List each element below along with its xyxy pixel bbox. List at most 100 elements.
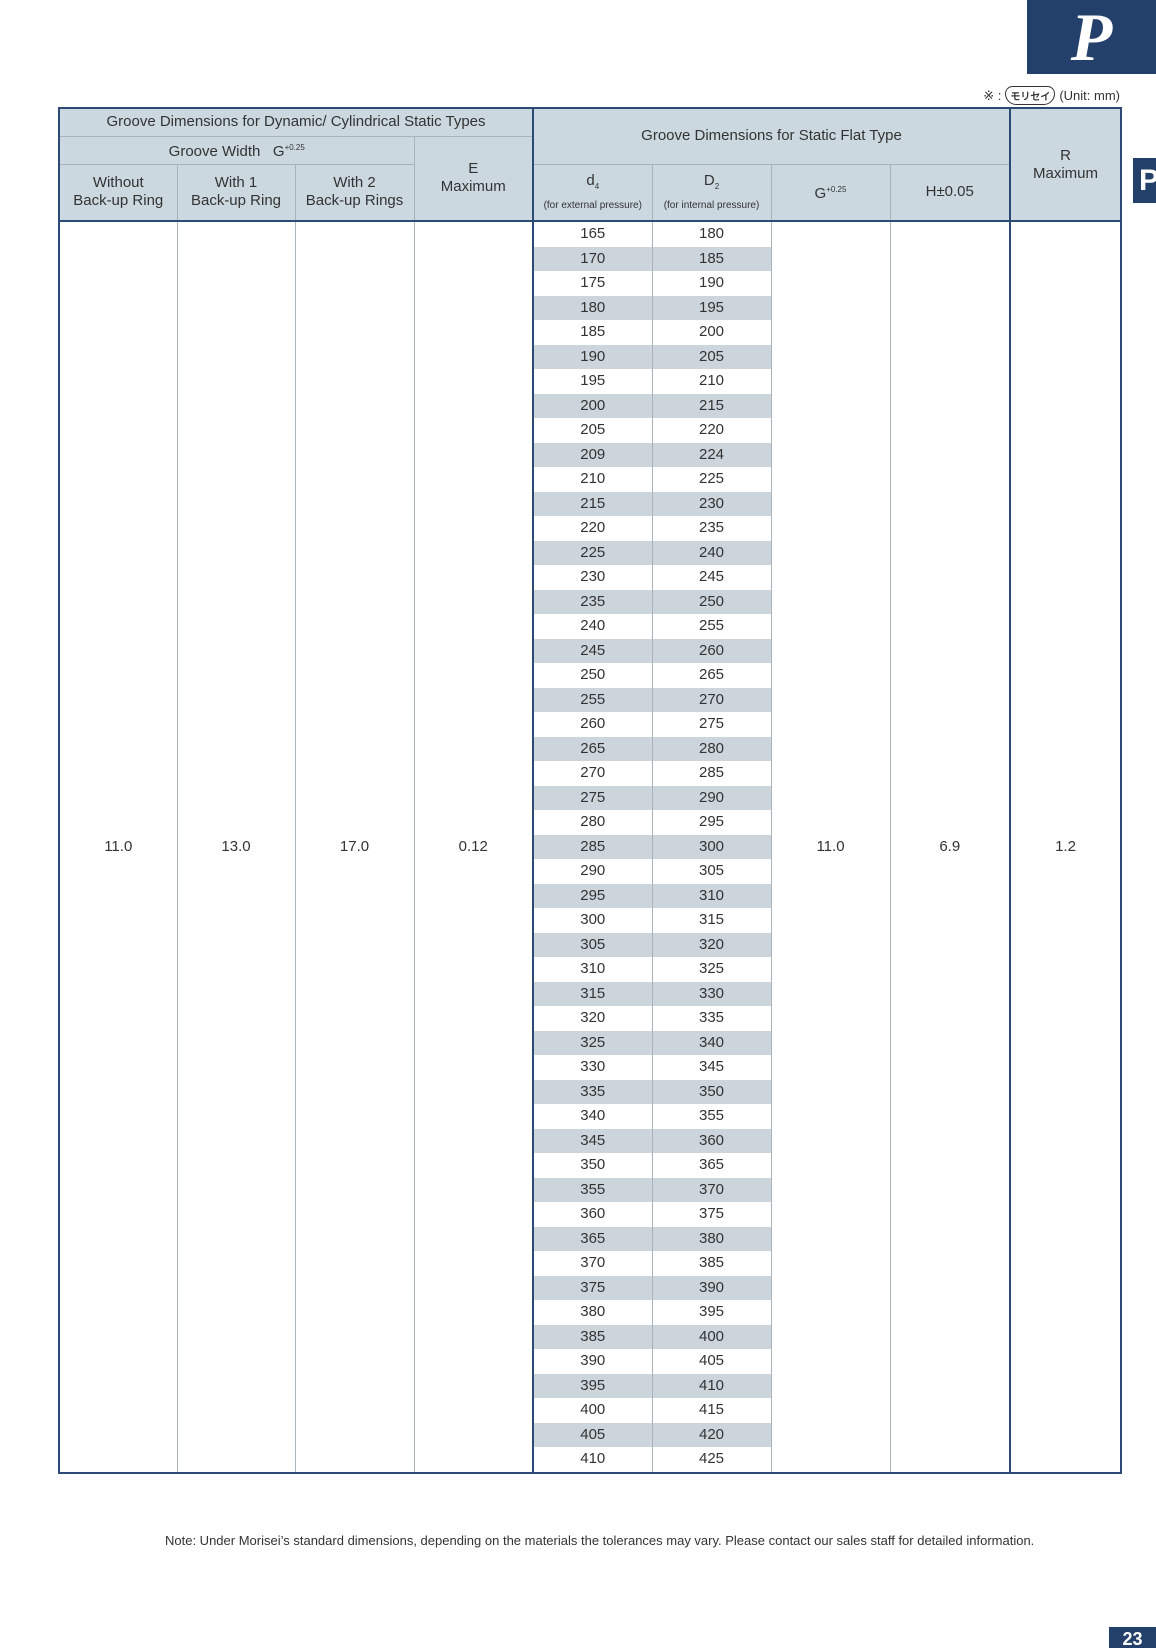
- table-row: 195 210: [59, 369, 1121, 394]
- table-cell: 210: [651, 369, 772, 394]
- table-cell: 180: [651, 221, 772, 247]
- table-cell: 350: [651, 1079, 772, 1104]
- table-cell: 345: [532, 1128, 653, 1153]
- table-cell: 220: [651, 418, 772, 443]
- table-cell: 380: [532, 1300, 653, 1325]
- header-note: (for external pressure): [543, 200, 642, 212]
- table-cell: 405: [532, 1422, 653, 1447]
- side-tab: P: [1133, 158, 1156, 203]
- table-row: 11.0 13.0 17.0 0.12 165 180 11.0 6.9 1.2: [58, 221, 1122, 1473]
- table-row: 245 260: [59, 638, 1121, 663]
- table-cell: 330: [532, 1055, 653, 1080]
- table-cell: 190: [651, 271, 772, 296]
- header-text: G: [272, 143, 285, 160]
- table-cell: 250: [532, 663, 653, 688]
- table-cell: 410: [651, 1373, 772, 1398]
- table-row: 340 355: [59, 1104, 1121, 1129]
- table-row: 375 390: [59, 1275, 1121, 1300]
- table-cell: 265: [532, 736, 653, 761]
- table-cell: 215: [651, 393, 772, 418]
- table-cell: 355: [532, 1177, 653, 1202]
- table-row: 335 350: [59, 1079, 1121, 1104]
- table-cell: 185: [532, 320, 653, 345]
- note-mark: ※ :: [983, 87, 1002, 103]
- table-cell: 315: [532, 981, 653, 1006]
- table-row: 320 335: [59, 1006, 1121, 1031]
- header-text: d: [586, 172, 595, 190]
- table-row: 300 315: [59, 908, 1121, 933]
- table-cell: 165: [532, 221, 653, 247]
- table-cell: 300: [532, 908, 653, 933]
- table-cell: 220: [532, 516, 653, 541]
- table-row: 190 205: [59, 344, 1121, 369]
- table-body: 11.0 13.0 17.0 0.12 165 180 11.0 6.9 1.2 170 185 17…: [58, 221, 1122, 1473]
- table-row: 225 240: [59, 540, 1121, 565]
- table-row: 315 330: [59, 981, 1121, 1006]
- table-cell: 330: [651, 981, 772, 1006]
- table-row: 230 245: [59, 565, 1121, 590]
- table-cell: 240: [532, 614, 653, 639]
- table-cell: 255: [651, 614, 772, 639]
- table-cell: 415: [651, 1398, 772, 1423]
- table-row: 255 270: [59, 687, 1121, 712]
- header-cell: d4 (for external pressure): [532, 163, 653, 222]
- table-row: 370 385: [59, 1251, 1121, 1276]
- table-cell: 355: [651, 1104, 772, 1129]
- header-cell: H±0.05: [889, 163, 1011, 222]
- header-note: (for internal pressure): [663, 200, 760, 212]
- table-cell: 395: [532, 1373, 653, 1398]
- table-cell: 170: [532, 246, 653, 271]
- table-cell: 245: [532, 638, 653, 663]
- table-cell: 285: [532, 834, 653, 859]
- table-row: 355 370: [59, 1177, 1121, 1202]
- table-row: 280 295: [59, 810, 1121, 835]
- table-row: 400 415: [59, 1398, 1121, 1423]
- table-cell: 275: [651, 712, 772, 737]
- table-row: 270 285: [59, 761, 1121, 786]
- table-cell: 11.0: [58, 221, 178, 1473]
- table-cell: 370: [651, 1177, 772, 1202]
- header-cell: G+0.25: [770, 163, 891, 222]
- table-cell: 385: [651, 1251, 772, 1276]
- header-cell: E Maximum: [413, 135, 534, 222]
- header-cell: Groove Dimensions for Dynamic/ Cylindric…: [58, 107, 534, 137]
- table-cell: 310: [651, 883, 772, 908]
- table-cell: 310: [532, 957, 653, 982]
- table-cell: 290: [532, 859, 653, 884]
- table-cell: 325: [651, 957, 772, 982]
- table-row: 410 425: [59, 1447, 1121, 1473]
- table-cell: 210: [532, 467, 653, 492]
- header-cell: R Maximum: [1009, 107, 1122, 222]
- table-row: 260 275: [59, 712, 1121, 737]
- logo: モリセイ: [1005, 86, 1056, 105]
- table-row: 310 325: [59, 957, 1121, 982]
- table-row: 275 290: [59, 785, 1121, 810]
- table-row: 215 230: [59, 491, 1121, 516]
- table-row: 390 405: [59, 1349, 1121, 1374]
- table-cell: 270: [532, 761, 653, 786]
- table-cell: 260: [651, 638, 772, 663]
- table-cell: 335: [532, 1079, 653, 1104]
- table-row: 210 225: [59, 467, 1121, 492]
- table-cell: 0.12: [413, 221, 534, 1473]
- header-text: Groove Width: [168, 143, 261, 160]
- table-row: 290 305: [59, 859, 1121, 884]
- table-row: 345 360: [59, 1128, 1121, 1153]
- table-row: 365 380: [59, 1226, 1121, 1251]
- table-cell: 190: [532, 344, 653, 369]
- table-cell: 235: [651, 516, 772, 541]
- table-cell: 395: [651, 1300, 772, 1325]
- table-cell: 410: [532, 1447, 653, 1473]
- table-cell: 280: [532, 810, 653, 835]
- table-cell: 275: [532, 785, 653, 810]
- table-cell: 400: [651, 1324, 772, 1349]
- table-cell: 320: [532, 1006, 653, 1031]
- table-cell: 340: [532, 1104, 653, 1129]
- header-sup: +0.25: [284, 143, 305, 152]
- table-cell: 290: [651, 785, 772, 810]
- table-row: 350 365: [59, 1153, 1121, 1178]
- table-cell: 1.2: [1009, 221, 1122, 1473]
- table-cell: 325: [532, 1030, 653, 1055]
- table-cell: 285: [651, 761, 772, 786]
- table-cell: 209: [532, 442, 653, 467]
